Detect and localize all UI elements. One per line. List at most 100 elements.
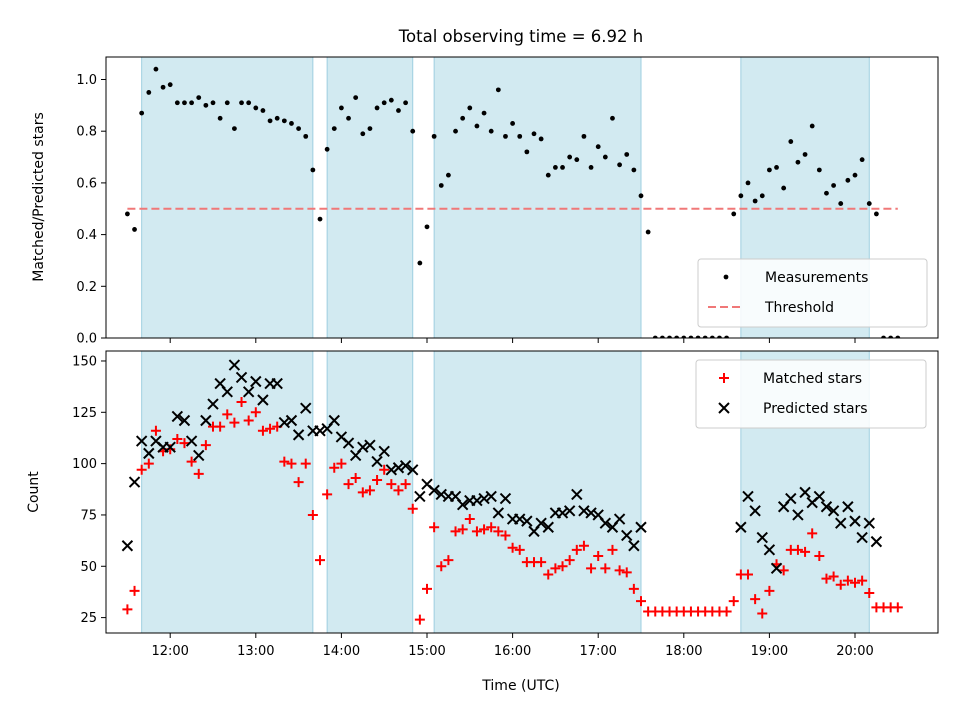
matched-stars-point: [265, 423, 276, 434]
matched-stars-point: [179, 438, 190, 449]
measurement-point: [196, 95, 202, 100]
predicted-stars-point: [378, 445, 390, 458]
measurement-point: [446, 172, 451, 178]
matched-stars-point: [222, 409, 233, 420]
predicted-stars-point: [742, 490, 754, 503]
matched-stars-point: [500, 530, 511, 541]
predicted-stars-point: [242, 386, 255, 398]
measurement-point: [524, 149, 530, 155]
matched-stars-point: [857, 575, 868, 586]
measurement-point: [738, 193, 744, 199]
predicted-stars-point: [235, 371, 248, 384]
x-tick-label: 15:00: [408, 644, 445, 659]
matched-stars-point: [279, 456, 290, 467]
top-y-tick-label: 0.4: [76, 228, 97, 243]
measurement-point: [431, 133, 437, 139]
matched-stars-point: [621, 567, 632, 578]
bottom-panel: Matched stars Predicted stars 25 50 75 100 12…: [72, 350, 939, 659]
matched-stars-point: [721, 606, 732, 617]
measurement-point: [396, 108, 401, 113]
matched-stars-point: [200, 440, 211, 451]
top-y-tick-label: 1.0: [76, 73, 97, 88]
measurement-point: [838, 201, 844, 206]
measurement-point: [203, 102, 209, 108]
bottom-y-tick-label: 125: [72, 406, 97, 421]
measurement-point: [638, 193, 644, 199]
matched-stars-point: [486, 522, 497, 533]
x-tick-label: 17:00: [579, 644, 616, 659]
measurement-point: [767, 167, 772, 173]
matched-stars-point: [728, 596, 739, 607]
matched-stars-point: [336, 458, 347, 469]
predicted-stars-point: [514, 513, 526, 525]
measurement-point: [752, 198, 758, 204]
measurement-point: [538, 136, 544, 142]
predicted-stars-point: [200, 414, 212, 427]
measurement-point: [695, 335, 701, 338]
bottom-legend-label: Predicted stars: [763, 401, 868, 417]
matched-stars-point: [828, 571, 839, 582]
matched-stars-point: [150, 425, 161, 436]
x-tick-label: 19:00: [751, 644, 788, 659]
measurement-point: [381, 100, 387, 106]
predicted-stars-point: [820, 501, 833, 513]
predicted-stars-point: [492, 507, 505, 519]
predicted-stars-point: [863, 517, 875, 529]
bottom-y-tick-label: 25: [80, 611, 97, 626]
matched-stars-point: [414, 614, 425, 625]
measurement-point: [132, 227, 137, 232]
measurement-point: [224, 100, 230, 106]
predicted-stars-point: [271, 377, 283, 390]
top-y-axis-label: Matched/Predicted stars: [31, 112, 47, 282]
predicted-stars-point: [542, 521, 554, 533]
predicted-stars-point: [613, 513, 626, 525]
measurement-point: [745, 180, 751, 186]
measurement-point: [895, 335, 901, 338]
matched-stars-point: [450, 526, 461, 537]
measurement-point: [610, 115, 615, 121]
matched-stars-point: [357, 487, 368, 498]
x-tick-label: 20:00: [836, 644, 873, 659]
measurement-point: [424, 224, 430, 230]
predicted-stars-point: [178, 414, 191, 427]
matched-stars-point: [835, 579, 846, 590]
bottom-legend-label: Matched stars: [763, 371, 862, 387]
predicted-stars-point: [471, 494, 483, 507]
matched-stars-point: [586, 563, 597, 574]
measurement-point: [189, 100, 195, 106]
predicted-stars-point: [171, 410, 184, 423]
measurement-point: [495, 87, 501, 93]
legend-matched-swatch: [719, 373, 729, 383]
matched-stars-point: [757, 608, 768, 619]
matched-stars-point: [507, 542, 518, 553]
matched-stars-point: [243, 415, 254, 426]
predicted-stars-point: [414, 490, 426, 503]
legend-predicted-swatch: [718, 402, 730, 414]
predicted-stars-point: [185, 435, 198, 447]
measurement-point: [595, 144, 601, 150]
matched-stars-point: [257, 425, 268, 436]
measurement-point: [560, 164, 565, 170]
top-legend-box: [697, 258, 928, 328]
predicted-stars-point: [278, 416, 291, 429]
matched-stars-point: [814, 551, 825, 562]
measurement-point: [467, 105, 473, 111]
matched-stars-point: [864, 587, 875, 598]
predicted-stars-point: [385, 464, 398, 476]
predicted-stars-point: [392, 462, 405, 474]
bottom-axes-frame: [105, 350, 939, 634]
measurement-point: [453, 128, 458, 134]
measurement-point: [281, 118, 287, 124]
predicted-stars-point: [563, 505, 576, 517]
matched-stars-point: [778, 565, 789, 576]
matched-stars-point: [422, 583, 432, 594]
matched-stars-point: [350, 472, 361, 483]
measurement-point: [774, 164, 779, 170]
measurement-point: [645, 229, 651, 235]
matched-stars-point: [215, 421, 226, 432]
predicted-stars-point: [407, 464, 419, 476]
matched-stars-point: [293, 477, 304, 488]
matched-stars-point: [571, 544, 582, 555]
measurement-point: [374, 105, 380, 111]
predicted-stars-point: [300, 402, 312, 414]
